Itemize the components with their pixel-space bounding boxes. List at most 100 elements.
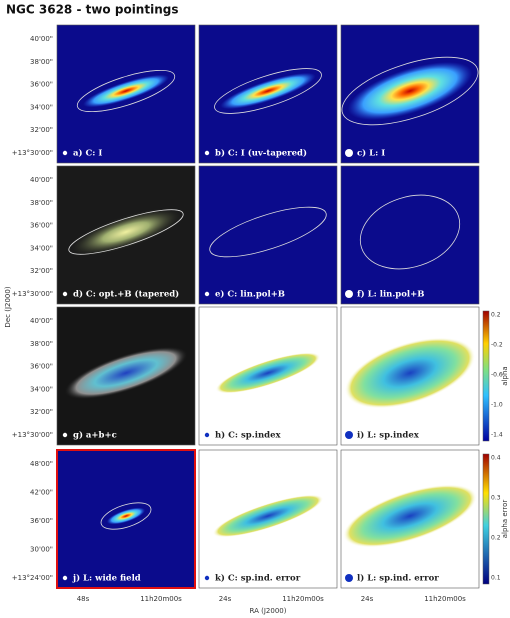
contour (209, 206, 327, 258)
beam (345, 290, 353, 298)
y-tick-label: 38'00" (30, 199, 53, 207)
colorbar-tick-label: 0.4 (491, 455, 501, 462)
panel: f) L: lin.pol+B (340, 165, 480, 305)
y-tick-label: 38'00" (30, 340, 53, 348)
contour (341, 56, 479, 126)
galaxy (347, 61, 473, 121)
galaxy (106, 507, 146, 525)
y-tick-label: +13°24'00" (12, 574, 53, 582)
colorbar-tick-label: -0.6 (491, 372, 503, 379)
panel: i) L: sp.index (340, 306, 480, 446)
y-tick-label: +13°30'00" (12, 290, 53, 298)
panel: k) C: sp.ind. error (198, 449, 338, 589)
panel-label: f) L: lin.pol+B (357, 289, 424, 300)
panel-label: c) L: I (357, 148, 385, 159)
y-tick-label: 36'00" (30, 81, 53, 89)
panel: a) C: I (56, 24, 196, 164)
x-tick-label: 11h20m00s (282, 595, 324, 603)
galaxy (68, 208, 184, 256)
y-tick-label: 40'00" (30, 176, 53, 184)
y-tick-label: 38'00" (30, 58, 53, 66)
panel-image (340, 165, 480, 305)
panel: h) C: sp.index (198, 306, 338, 446)
x-tick-label: 24s (219, 595, 232, 603)
panel-label: h) C: sp.index (215, 430, 281, 441)
y-tick-label: +13°30'00" (12, 431, 53, 439)
y-tick-label: 42'00" (30, 489, 53, 497)
x-tick-label: 24s (361, 595, 374, 603)
beam (345, 149, 353, 157)
colorbar-tick-label: 0.2 (491, 535, 501, 542)
colorbar (482, 310, 490, 442)
x-axis-label: RA (J2000) (250, 607, 287, 615)
panel: b) C: I (uv-tapered) (198, 24, 338, 164)
beam (62, 575, 68, 581)
y-tick-label: 36'00" (30, 363, 53, 371)
panel: e) C: lin.pol+B (198, 165, 338, 305)
beam (345, 574, 353, 582)
panel-image (198, 165, 338, 305)
colorbar (482, 453, 490, 585)
galaxy (212, 494, 324, 538)
galaxy (343, 484, 477, 548)
panel: c) L: I (340, 24, 480, 164)
y-tick-label: 32'00" (30, 126, 53, 134)
panel-label: e) C: lin.pol+B (215, 289, 285, 300)
beam (345, 431, 353, 439)
y-tick-label: 32'00" (30, 267, 53, 275)
colorbar-label: alpha (501, 366, 509, 385)
colorbar-label: alpha error (501, 500, 509, 539)
colorbar-tick-label: 0.2 (491, 312, 501, 319)
x-tick-label: 11h20m00s (424, 595, 466, 603)
contour (100, 502, 152, 530)
panel-label: i) L: sp.index (357, 430, 420, 441)
galaxy (215, 352, 321, 394)
beam (204, 575, 210, 581)
y-tick-label: 30'00" (30, 546, 53, 554)
y-tick-label: 40'00" (30, 317, 53, 325)
contour (359, 194, 461, 270)
panel-label: g) a+b+c (73, 430, 117, 441)
panel-label: d) C: opt.+B (tapered) (73, 289, 179, 300)
contour (68, 209, 184, 255)
y-tick-label: 34'00" (30, 244, 53, 252)
contour (214, 68, 322, 114)
y-tick-label: 36'00" (30, 517, 53, 525)
panel-label: b) C: I (uv-tapered) (215, 148, 307, 159)
panel: d) C: opt.+B (tapered) (56, 165, 196, 305)
beam (204, 150, 210, 156)
panel-label: j) L: wide field (72, 573, 141, 584)
x-tick-label: 11h20m00s (140, 595, 182, 603)
colorbar-tick-label: 0.3 (491, 495, 501, 502)
contour (76, 69, 176, 113)
galaxy (220, 72, 316, 110)
beam (62, 432, 68, 438)
y-tick-label: +13°30'00" (12, 149, 53, 157)
colorbar-tick-label: -0.2 (491, 342, 503, 349)
beam (204, 291, 210, 297)
beam (62, 150, 68, 156)
galaxy (344, 337, 476, 409)
y-tick-label: 36'00" (30, 222, 53, 230)
y-tick-label: 34'00" (30, 385, 53, 393)
galaxy (63, 346, 189, 400)
galaxy (83, 74, 169, 108)
x-tick-label: 48s (77, 595, 90, 603)
figure-title: NGC 3628 - two pointings (6, 3, 178, 17)
colorbar-tick-label: 0.1 (491, 575, 501, 582)
panel: g) a+b+c (56, 306, 196, 446)
panel-label: l) L: sp.ind. error (357, 573, 439, 584)
colorbar-tick-label: -1.0 (491, 402, 503, 409)
y-axis-label: Dec (J2000) (4, 286, 12, 327)
y-tick-label: 32'00" (30, 408, 53, 416)
panel-label: a) C: I (73, 148, 102, 159)
y-tick-label: 40'00" (30, 35, 53, 43)
y-tick-label: 48'00" (30, 460, 53, 468)
beam (62, 291, 68, 297)
beam (204, 432, 210, 438)
panel: j) L: wide field (56, 449, 196, 589)
panel-label: k) C: sp.ind. error (215, 573, 301, 584)
panel: l) L: sp.ind. error (340, 449, 480, 589)
colorbar-tick-label: -1.4 (491, 432, 503, 439)
